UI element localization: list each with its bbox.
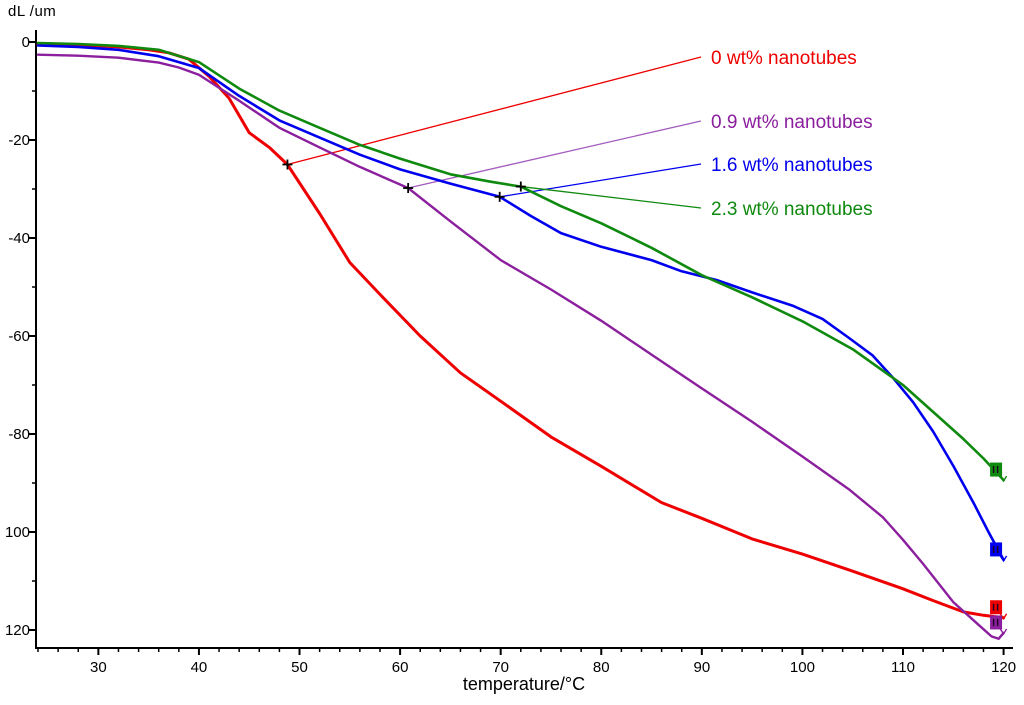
curve-end-marker-green bbox=[990, 462, 1003, 477]
y-tick-label: -20 bbox=[8, 132, 30, 149]
legend-label-red: 0 wt% nanotubes bbox=[711, 48, 857, 69]
y-tick-label: 100 bbox=[5, 524, 30, 541]
y-tick-label: -80 bbox=[8, 426, 30, 443]
x-tick-label: 120 bbox=[991, 659, 1016, 676]
x-tick-label: 60 bbox=[392, 659, 409, 676]
y-tick-label: 0 bbox=[22, 34, 30, 51]
x-tick-label: 50 bbox=[291, 659, 308, 676]
end-marker-arrow-red bbox=[998, 612, 1008, 621]
legend-label-blue: 1.6 wt% nanotubes bbox=[711, 155, 873, 176]
x-tick-label: 40 bbox=[191, 659, 208, 676]
x-tick-label: 90 bbox=[693, 659, 710, 676]
end-marker-arrow-green bbox=[998, 474, 1008, 483]
y-tick-label: -60 bbox=[8, 328, 30, 345]
legend-label-purple: 0.9 wt% nanotubes bbox=[711, 112, 873, 133]
y-tick-label: 120 bbox=[5, 622, 30, 639]
end-marker-arrow-blue bbox=[998, 554, 1008, 563]
curve-end-marker-red bbox=[990, 600, 1003, 615]
x-tick-label: 100 bbox=[790, 659, 815, 676]
y-tick-label: -40 bbox=[8, 230, 30, 247]
curve-purple bbox=[36, 53, 1005, 640]
curve-end-marker-purple bbox=[990, 615, 1003, 630]
legend-label-green: 2.3 wt% nanotubes bbox=[711, 199, 873, 220]
end-marker-arrow-purple bbox=[998, 627, 1008, 636]
x-tick-label: 80 bbox=[593, 659, 610, 676]
legend-leader-line-purple bbox=[408, 120, 702, 189]
legend-leader-line-red bbox=[287, 56, 702, 166]
y-axis-title: dL /um bbox=[8, 3, 57, 20]
x-tick-label: 30 bbox=[90, 659, 107, 676]
legend-leader-line-green bbox=[520, 185, 702, 209]
x-tick-label: 110 bbox=[891, 659, 915, 676]
x-tick-label: 70 bbox=[492, 659, 509, 676]
curve-end-marker-blue bbox=[990, 542, 1003, 557]
curve-blue bbox=[36, 44, 1005, 562]
x-axis-title: temperature/°C bbox=[462, 674, 586, 694]
